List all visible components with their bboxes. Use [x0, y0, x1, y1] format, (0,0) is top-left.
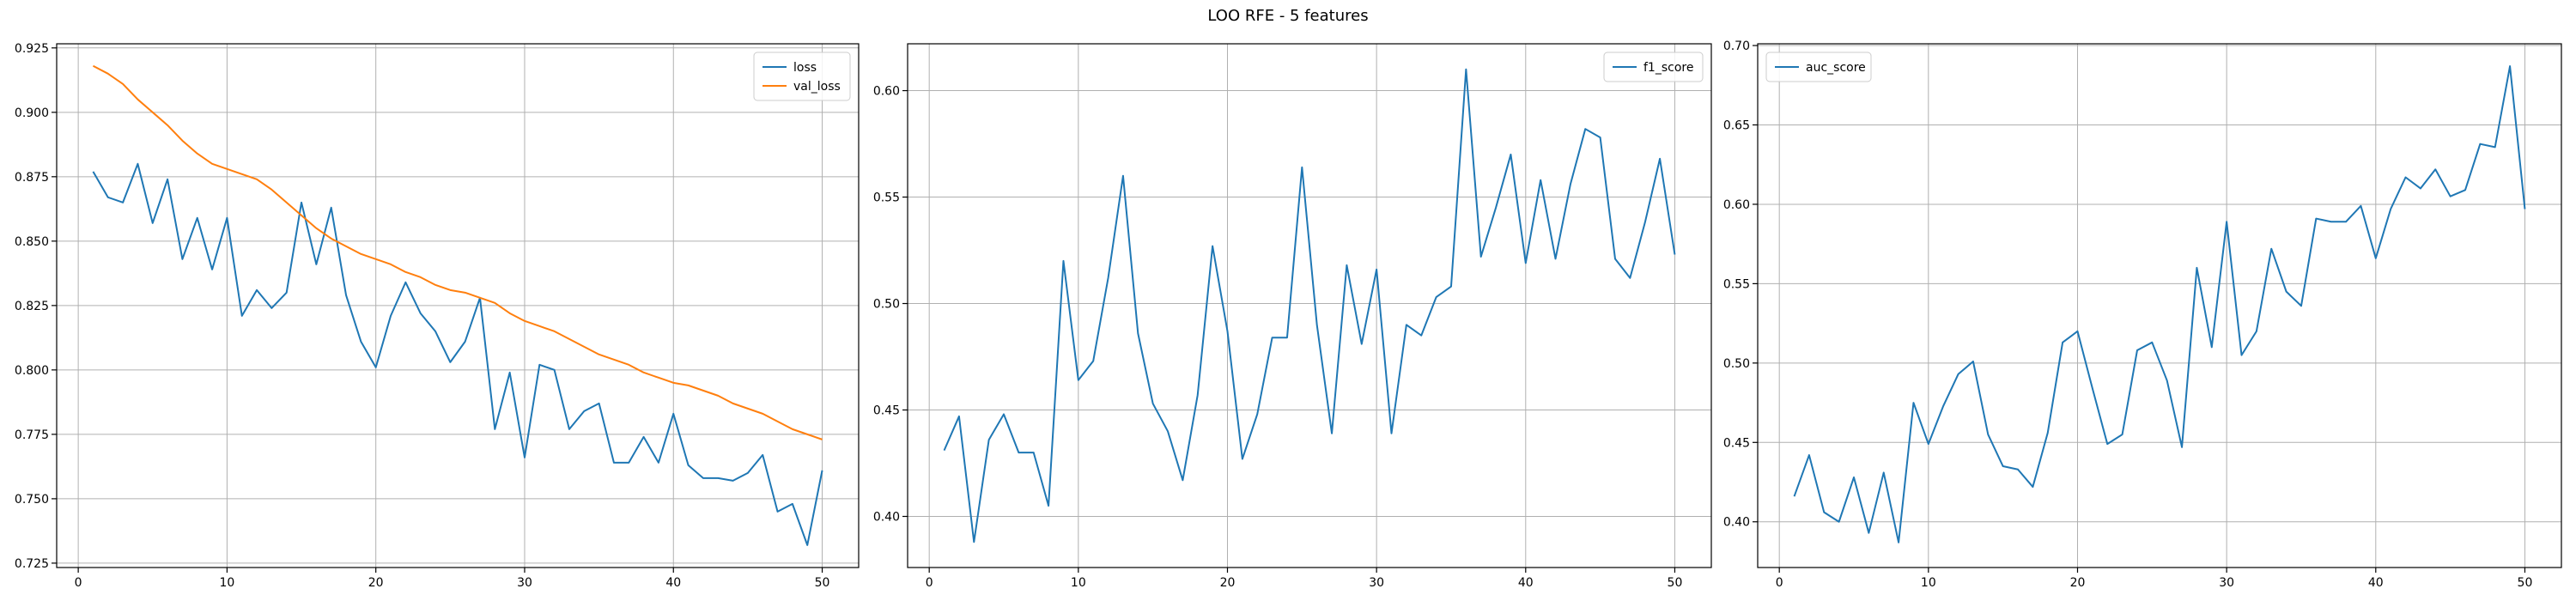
- x-tick-label: 40: [2368, 576, 2384, 590]
- y-tick-label: 0.925: [15, 42, 49, 56]
- legend-box: [753, 52, 851, 101]
- x-tick-label: 0: [1776, 576, 1783, 590]
- legend-label: val_loss: [793, 80, 841, 94]
- x-tick-label: 50: [1668, 576, 1683, 590]
- y-tick-label: 0.725: [15, 557, 49, 571]
- y-tick-label: 0.45: [1723, 436, 1750, 450]
- legend-label: auc_score: [1806, 61, 1866, 75]
- y-tick-label: 0.45: [873, 404, 900, 418]
- y-tick-label: 0.40: [873, 510, 900, 524]
- y-tick-label: 0.775: [15, 428, 49, 442]
- f1-score-subplot: 0 10 20 30 40 50 0.40 0.45 0.50 0.55 0.60 f1_score: [873, 43, 1712, 590]
- figure-title: LOO RFE - 5 features: [1207, 7, 1369, 25]
- y-tick-label: 0.800: [15, 364, 49, 378]
- x-tick-label: 40: [665, 576, 681, 590]
- y-tick-label: 0.750: [15, 493, 49, 507]
- y-tick-label: 0.825: [15, 300, 49, 313]
- x-tick-label: 30: [1369, 576, 1384, 590]
- x-tick-label: 0: [75, 576, 82, 590]
- series-line-auc-score: [1793, 65, 2526, 543]
- y-tick-label: 0.850: [15, 235, 49, 249]
- y-tick-label: 0.60: [873, 85, 900, 99]
- axes-frame: [1757, 43, 2562, 568]
- y-tick-label: 0.55: [873, 191, 900, 205]
- x-tick-label: 30: [517, 576, 532, 590]
- auc-score-subplot: 0 10 20 30 40 50 0.40 0.45 0.50 0.55 0.60 0.65 0.70 a…: [1723, 39, 2562, 590]
- y-tick-label: 0.875: [15, 171, 49, 185]
- y-tick-label: 0.900: [15, 106, 49, 120]
- y-tick-label: 0.55: [1723, 277, 1750, 291]
- legend-box: [1765, 52, 1872, 82]
- y-tick-label: 0.65: [1723, 118, 1750, 132]
- x-tick-label: 10: [1921, 576, 1936, 590]
- y-tick-label: 0.70: [1723, 39, 1750, 53]
- y-tick-label: 0.50: [873, 298, 900, 312]
- x-tick-label: 20: [1220, 576, 1236, 590]
- x-tick-label: 30: [2219, 576, 2234, 590]
- x-tick-label: 40: [1518, 576, 1534, 590]
- x-tick-label: 0: [926, 576, 933, 590]
- x-tick-label: 50: [2518, 576, 2533, 590]
- x-tick-label: 10: [1071, 576, 1086, 590]
- legend-label: loss: [793, 61, 817, 75]
- x-tick-label: 50: [815, 576, 830, 590]
- series-line-loss: [92, 162, 823, 546]
- legend-label: f1_score: [1643, 61, 1693, 75]
- axes-frame: [907, 43, 1712, 568]
- series-line-val-loss: [92, 64, 823, 440]
- loss-subplot: 0 10 20 30 40 50 0.725 0.750 0.775 0.800 0.825 0.85…: [15, 42, 860, 590]
- legend-box: [1603, 52, 1704, 82]
- y-tick-label: 0.40: [1723, 516, 1750, 530]
- series-line-f1-score: [943, 68, 1676, 543]
- x-tick-label: 20: [368, 576, 384, 590]
- x-tick-label: 20: [2070, 576, 2086, 590]
- x-tick-label: 10: [219, 576, 234, 590]
- y-tick-label: 0.60: [1723, 198, 1750, 212]
- y-tick-label: 0.50: [1723, 357, 1750, 371]
